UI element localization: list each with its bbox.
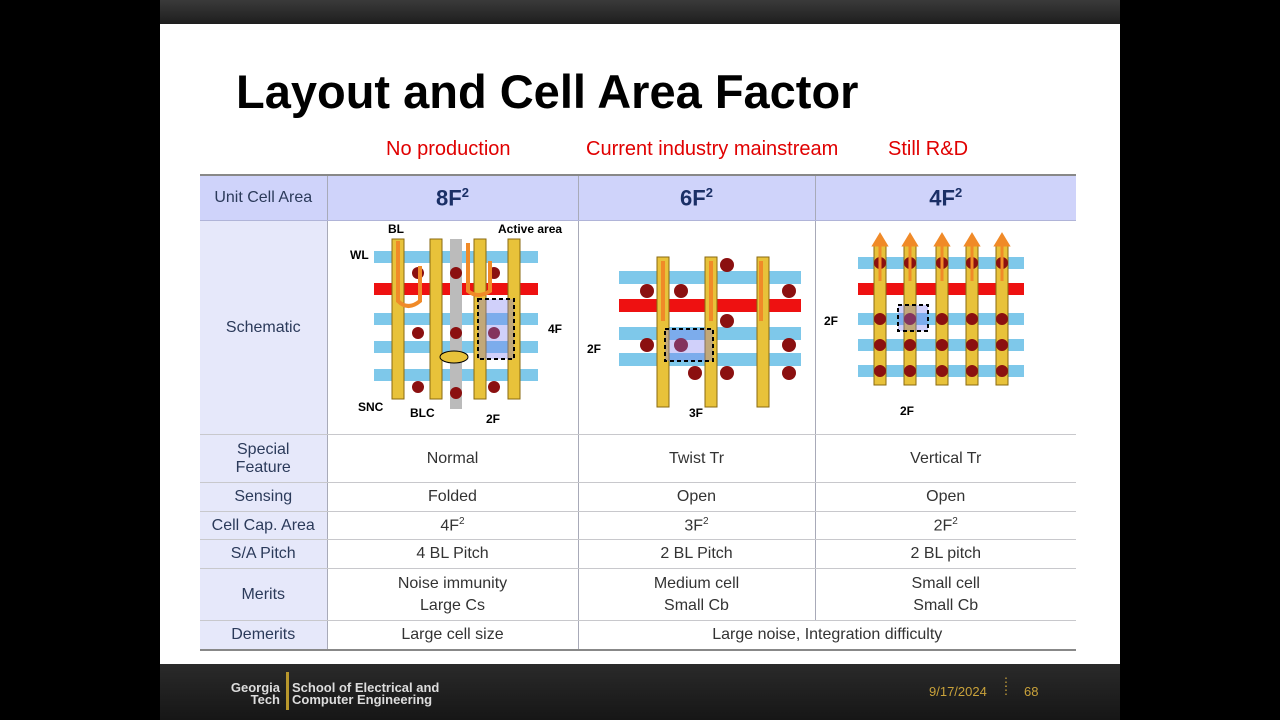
row-header-unit-cell-area: Unit Cell Area [200, 175, 327, 221]
cell: 2 BL Pitch [577, 539, 815, 569]
schematic-8f2: BL WL Active area 4F SNC BLC 2F [326, 220, 578, 435]
cell: Open [577, 482, 815, 512]
header-row: Unit Cell Area 8F2 6F2 4F2 [200, 175, 1076, 221]
header-6f2: 6F2 [577, 175, 815, 221]
slide-footer: Georgia Tech School of Electrical and Comp… [160, 664, 1120, 720]
row-demerits: Demerits Large cell size Large noise, In… [200, 620, 1076, 650]
svg-text:2F: 2F [900, 404, 914, 418]
svg-text:4F: 4F [548, 322, 562, 336]
row-header-merits: Merits [200, 568, 327, 621]
svg-text:3F: 3F [689, 406, 703, 420]
cell: Small cell Small Cb [814, 568, 1076, 621]
cell: 3F2 [577, 511, 815, 540]
svg-text:2F: 2F [486, 412, 500, 426]
row-special-feature: Special Feature Normal Twist Tr Vertical … [200, 434, 1076, 483]
header-8f2: 8F2 [326, 175, 578, 221]
schematic-6f2-diagram: 2F 3F [587, 256, 801, 420]
row-merits: Merits Noise immunity Large Cs Medium cel… [200, 568, 1076, 621]
svg-text:2F: 2F [824, 314, 838, 328]
row-sensing: Sensing Folded Open Open [200, 482, 1076, 512]
cell-area-table: Unit Cell Area 8F2 6F2 4F2 Schematic [200, 174, 1076, 651]
slide: Layout and Cell Area Factor No productio… [160, 24, 1120, 664]
row-header-sa-pitch: S/A Pitch [200, 539, 327, 569]
cell: Folded [326, 482, 578, 512]
row-header-schematic: Schematic [200, 220, 327, 435]
cell: Medium cell Small Cb [577, 568, 815, 621]
row-sa-pitch: S/A Pitch 4 BL Pitch 2 BL Pitch 2 BL pit… [200, 539, 1076, 569]
cell: Normal [326, 434, 578, 483]
svg-text:BL: BL [388, 222, 404, 236]
schematic-6f2: 2F 3F [577, 220, 815, 435]
svg-text:WL: WL [350, 248, 369, 262]
page-number: 68 [1024, 684, 1039, 699]
svg-text:SNC: SNC [358, 400, 384, 414]
category-no-production: No production [386, 138, 511, 160]
svg-text:2F: 2F [587, 342, 601, 356]
cell: Open [814, 482, 1076, 512]
schematic-8f2-diagram: BL WL Active area 4F SNC BLC 2F [350, 222, 562, 426]
slide-title: Layout and Cell Area Factor [236, 65, 859, 118]
cell: 2F2 [814, 511, 1076, 540]
category-mainstream: Current industry mainstream [586, 138, 839, 160]
category-rnd: Still R&D [888, 138, 969, 160]
row-header-demerits: Demerits [200, 620, 327, 650]
cell: Noise immunity Large Cs [326, 568, 578, 621]
header-4f2: 4F2 [814, 175, 1076, 221]
row-header-cell-cap-area: Cell Cap. Area [200, 511, 327, 540]
schematic-row: Schematic [200, 220, 1076, 435]
row-cell-cap-area: Cell Cap. Area 4F2 3F2 2F2 [200, 511, 1076, 540]
cell: 2 BL pitch [814, 539, 1076, 569]
cell: 4 BL Pitch [326, 539, 578, 569]
svg-text:BLC: BLC [410, 406, 435, 420]
cell: Large noise, Integration difficulty [577, 620, 1076, 650]
logo-divider [286, 672, 289, 710]
cell: 4F2 [326, 511, 578, 540]
cell: Vertical Tr [814, 434, 1076, 483]
cell: Large cell size [326, 620, 578, 650]
schematic-4f2: 2F 2F [814, 220, 1076, 435]
svg-text:Active area: Active area [498, 222, 562, 236]
divider-dots: ⋮ ⋮ [1000, 675, 1012, 697]
georgia-tech-logo: Georgia Tech [230, 680, 280, 707]
slide-date: 9/17/2024 [929, 684, 987, 699]
row-header-sensing: Sensing [200, 482, 327, 512]
schematic-4f2-diagram: 2F 2F [824, 232, 1024, 418]
top-bar [160, 0, 1120, 24]
school-name: School of Electrical and Computer Enginee… [292, 680, 440, 707]
row-header-special-feature: Special Feature [200, 434, 327, 483]
cell: Twist Tr [577, 434, 815, 483]
